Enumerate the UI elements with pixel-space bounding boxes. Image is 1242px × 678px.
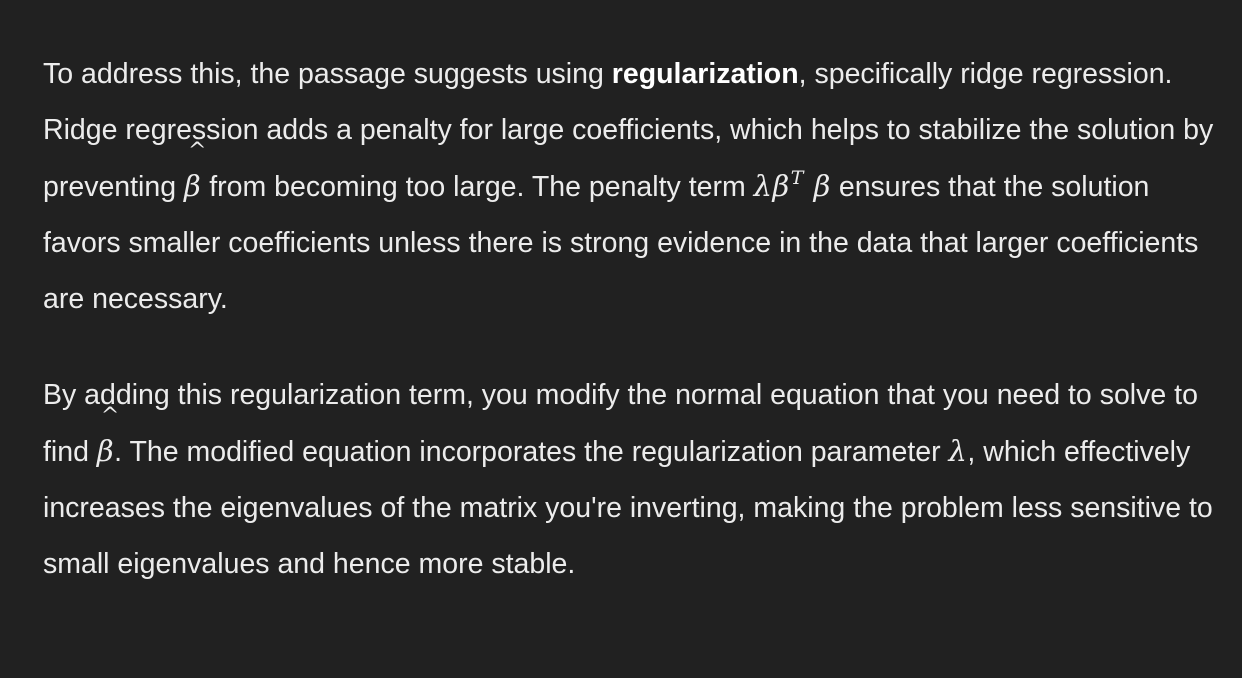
math-lambda: λ xyxy=(948,434,968,468)
hat-accent: ^ xyxy=(100,404,120,429)
message-content: To address this, the passage suggests us… xyxy=(43,46,1223,592)
text-segment: from becoming too large. The penalty ter… xyxy=(201,171,754,203)
text-segment: , specifically ridge regression. Ridge r… xyxy=(43,58,1214,203)
bold-term-regularization: regularization xyxy=(611,58,799,90)
paragraph-ridge-regression: To address this, the passage suggests us… xyxy=(43,46,1223,327)
text-segment: By adding this regularization term, you … xyxy=(43,379,1198,468)
math-beta-hat: ^ β xyxy=(96,406,119,479)
paragraph-modified-equation: By adding this regularization term, you … xyxy=(43,367,1223,592)
transpose-superscript: T xyxy=(790,167,804,189)
text-segment: , which effectively increases the eigenv… xyxy=(43,436,1213,580)
math-penalty-term: λβT β xyxy=(753,167,831,204)
beta-symbol: β xyxy=(184,169,202,203)
beta-symbol: β xyxy=(96,434,115,468)
text-segment: . The modified equation incorporates the… xyxy=(114,436,949,468)
beta-symbol: β xyxy=(813,169,831,203)
math-beta-hat: ^ β xyxy=(184,141,206,214)
lambda-beta-symbol: λβ xyxy=(753,169,790,203)
hat-accent: ^ xyxy=(188,139,207,164)
text-segment: ensures that the solution favors smaller… xyxy=(43,171,1199,315)
text-segment: To address this, the passage suggests us… xyxy=(43,58,612,90)
